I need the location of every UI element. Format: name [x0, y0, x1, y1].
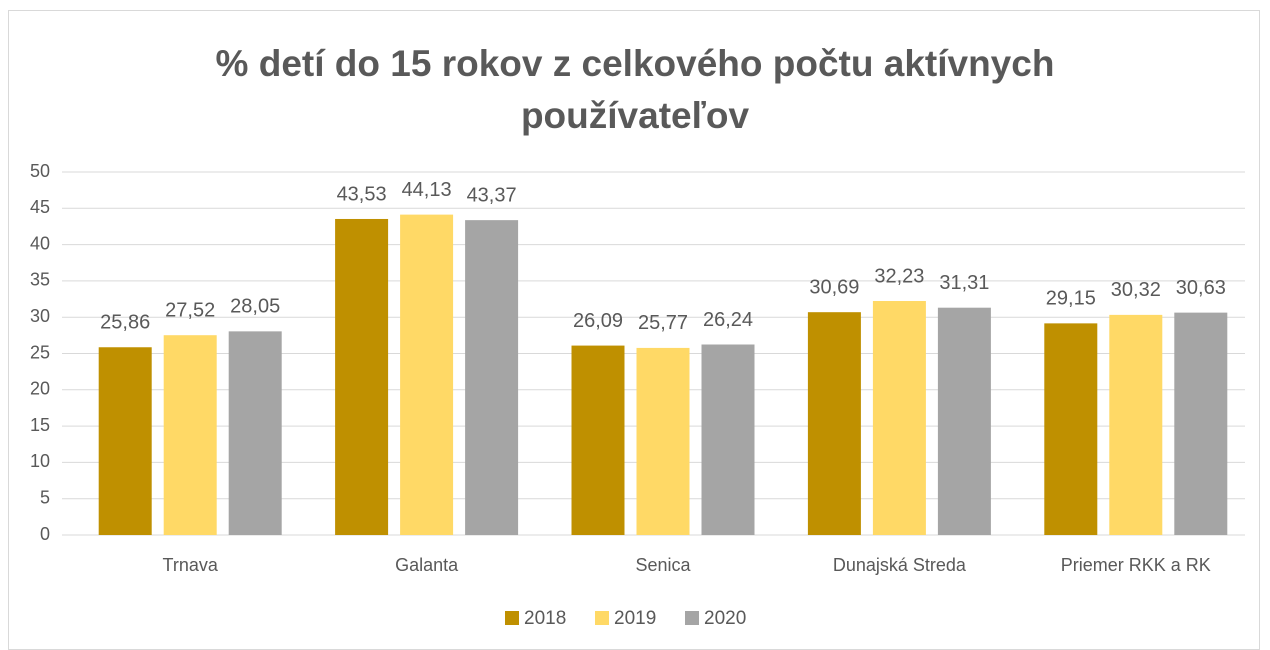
bar	[400, 214, 454, 535]
bar	[465, 220, 519, 536]
legend-label: 2019	[614, 608, 656, 629]
x-tick-label: Galanta	[395, 555, 459, 575]
y-tick-label: 20	[30, 379, 50, 399]
legend-swatch	[505, 611, 519, 625]
y-tick-label: 50	[30, 161, 50, 181]
data-label: 30,32	[1111, 279, 1161, 301]
data-label: 25,77	[638, 312, 688, 334]
data-label: 27,52	[165, 299, 215, 321]
x-tick-label: Dunajská Streda	[833, 555, 967, 575]
chart-title: % detí do 15 rokov z celkového počtu akt…	[215, 43, 1055, 136]
bar	[937, 307, 991, 535]
y-tick-label: 10	[30, 451, 50, 471]
bar	[1109, 314, 1163, 535]
data-label: 43,53	[337, 183, 387, 205]
bar	[807, 312, 861, 535]
data-label: 29,15	[1046, 288, 1096, 310]
bar	[571, 345, 625, 535]
y-tick-label: 45	[30, 197, 50, 217]
bar	[872, 301, 926, 535]
bar	[1174, 312, 1228, 535]
bar	[98, 347, 152, 535]
bar	[228, 331, 282, 535]
bar	[163, 335, 217, 535]
legend-label: 2020	[704, 608, 746, 629]
data-label: 30,69	[809, 276, 859, 298]
y-tick-label: 35	[30, 270, 50, 290]
x-tick-label: Priemer RKK a RK	[1061, 555, 1211, 575]
y-tick-label: 30	[30, 306, 50, 326]
bar	[636, 347, 690, 535]
data-label: 32,23	[874, 265, 924, 287]
y-tick-label: 15	[30, 415, 50, 435]
y-tick-label: 40	[30, 233, 50, 253]
legend-swatch	[685, 611, 699, 625]
x-tick-label: Trnava	[163, 555, 219, 575]
bar	[1044, 323, 1098, 535]
x-tick-label: Senica	[635, 555, 691, 575]
bar	[701, 344, 755, 535]
legend-swatch	[595, 611, 609, 625]
data-label: 43,37	[467, 184, 517, 206]
data-label: 25,86	[100, 312, 150, 334]
data-label: 26,09	[573, 310, 623, 332]
data-label: 26,24	[703, 309, 753, 331]
y-tick-label: 5	[40, 487, 50, 507]
data-label: 28,05	[230, 296, 280, 318]
y-tick-label: 0	[40, 524, 50, 544]
data-label: 30,63	[1176, 277, 1226, 299]
data-label: 44,13	[402, 179, 452, 201]
legend-label: 2018	[524, 608, 566, 629]
data-label: 31,31	[939, 272, 989, 294]
bar	[335, 218, 389, 535]
y-tick-label: 25	[30, 342, 50, 362]
